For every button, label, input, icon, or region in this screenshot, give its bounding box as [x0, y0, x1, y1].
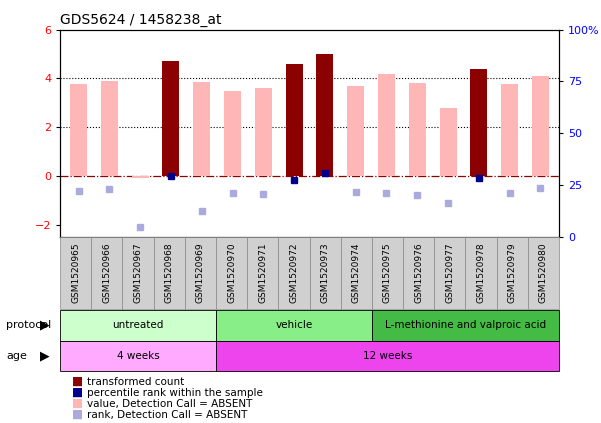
Text: transformed count: transformed count	[87, 376, 185, 387]
Text: ■: ■	[72, 386, 84, 399]
Bar	[347, 86, 364, 176]
Text: L-methionine and valproic acid: L-methionine and valproic acid	[385, 320, 546, 330]
Text: percentile rank within the sample: percentile rank within the sample	[87, 387, 263, 398]
Text: ■: ■	[72, 408, 84, 421]
Text: GSM1520967: GSM1520967	[133, 242, 142, 303]
Text: GSM1520979: GSM1520979	[508, 242, 517, 303]
Bar	[224, 91, 241, 176]
Text: GSM1520970: GSM1520970	[227, 242, 236, 303]
Text: GSM1520965: GSM1520965	[71, 242, 80, 303]
Bar	[471, 69, 487, 176]
Bar	[317, 54, 334, 176]
Text: protocol: protocol	[6, 320, 51, 330]
Text: GSM1520971: GSM1520971	[258, 242, 267, 303]
Text: GSM1520976: GSM1520976	[414, 242, 423, 303]
Text: ■: ■	[72, 375, 84, 388]
Text: ▶: ▶	[40, 319, 50, 332]
Text: GSM1520974: GSM1520974	[352, 242, 361, 303]
Text: GSM1520978: GSM1520978	[477, 242, 486, 303]
Text: GSM1520972: GSM1520972	[290, 242, 299, 303]
Bar	[409, 83, 426, 176]
Text: rank, Detection Call = ABSENT: rank, Detection Call = ABSENT	[87, 409, 248, 420]
Text: ▶: ▶	[40, 350, 50, 363]
Bar	[70, 85, 87, 176]
Bar	[285, 64, 302, 176]
Text: 12 weeks: 12 weeks	[363, 351, 412, 361]
Text: GSM1520969: GSM1520969	[196, 242, 205, 303]
Bar	[439, 107, 457, 176]
Bar	[501, 85, 518, 176]
Bar	[255, 88, 272, 176]
Text: GSM1520973: GSM1520973	[320, 242, 329, 303]
Bar	[378, 74, 395, 176]
Bar	[132, 176, 148, 179]
Text: ■: ■	[72, 397, 84, 410]
Text: GSM1520975: GSM1520975	[383, 242, 392, 303]
Bar	[194, 82, 210, 176]
Text: GSM1520977: GSM1520977	[445, 242, 454, 303]
Text: untreated: untreated	[112, 320, 163, 330]
Text: vehicle: vehicle	[275, 320, 313, 330]
Bar	[101, 81, 118, 176]
Text: GDS5624 / 1458238_at: GDS5624 / 1458238_at	[60, 13, 222, 27]
Text: value, Detection Call = ABSENT: value, Detection Call = ABSENT	[87, 398, 252, 409]
Bar	[162, 61, 180, 176]
Text: 4 weeks: 4 weeks	[117, 351, 159, 361]
Text: GSM1520966: GSM1520966	[102, 242, 111, 303]
Bar	[532, 76, 549, 176]
Text: GSM1520968: GSM1520968	[165, 242, 174, 303]
Text: age: age	[6, 351, 27, 361]
Text: GSM1520980: GSM1520980	[539, 242, 548, 303]
